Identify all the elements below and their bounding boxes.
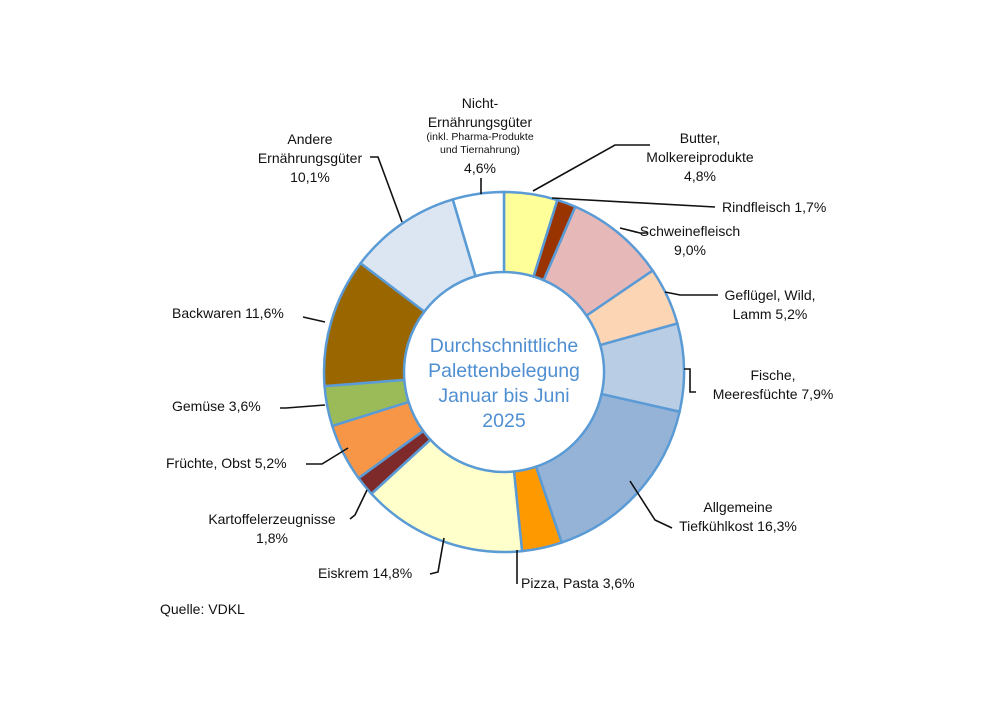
leader-line <box>629 480 673 529</box>
slice-label: Eiskrem 14,8% <box>318 565 412 581</box>
leader-line <box>349 489 368 520</box>
slice-label: Nicht-Ernährungsgüter (inkl. Pharma-Produ… <box>426 95 534 176</box>
slice-label: Gemüse 3,6% <box>172 398 261 414</box>
slice-label: Butter, Molkereiprodukte 4,8% <box>646 130 754 184</box>
leader-line <box>302 316 326 323</box>
slice-label: Allgemeine Tiefkühlkost 16,3% <box>679 499 797 534</box>
center-title: Durchschnittliche Palettenbelegung Januar … <box>428 335 580 432</box>
slice-label: Andere Ernährungsgüter 10,1% <box>258 131 363 185</box>
slice-label: Rindfleisch 1,7% <box>722 199 826 215</box>
leader-line <box>684 368 696 393</box>
slice-label: Pizza, Pasta 3,6% <box>521 575 635 591</box>
slice-label: Backwaren 11,6% <box>172 305 284 321</box>
leader-line <box>551 197 716 208</box>
slice-label: Früchte, Obst 5,2% <box>166 455 287 471</box>
leader-line <box>306 447 349 465</box>
leader-line <box>370 156 403 223</box>
leader-line <box>429 537 445 575</box>
source-note: Quelle: VDKL <box>160 601 245 617</box>
leader-line <box>664 291 718 296</box>
donut-slice <box>451 190 506 278</box>
slice-label: Geflügel, Wild, Lamm 5,2% <box>724 287 815 322</box>
leader-line <box>280 404 326 409</box>
leader-line <box>619 227 648 234</box>
slice-label: Fische, Meeresfüchte 7,9% <box>713 367 834 402</box>
donut-slice <box>534 392 682 545</box>
leader-line <box>532 144 650 192</box>
slice-label: Kartoffelerzeugnisse 1,8% <box>208 511 336 546</box>
slice-label: Schweinefleisch 9,0% <box>640 223 740 258</box>
